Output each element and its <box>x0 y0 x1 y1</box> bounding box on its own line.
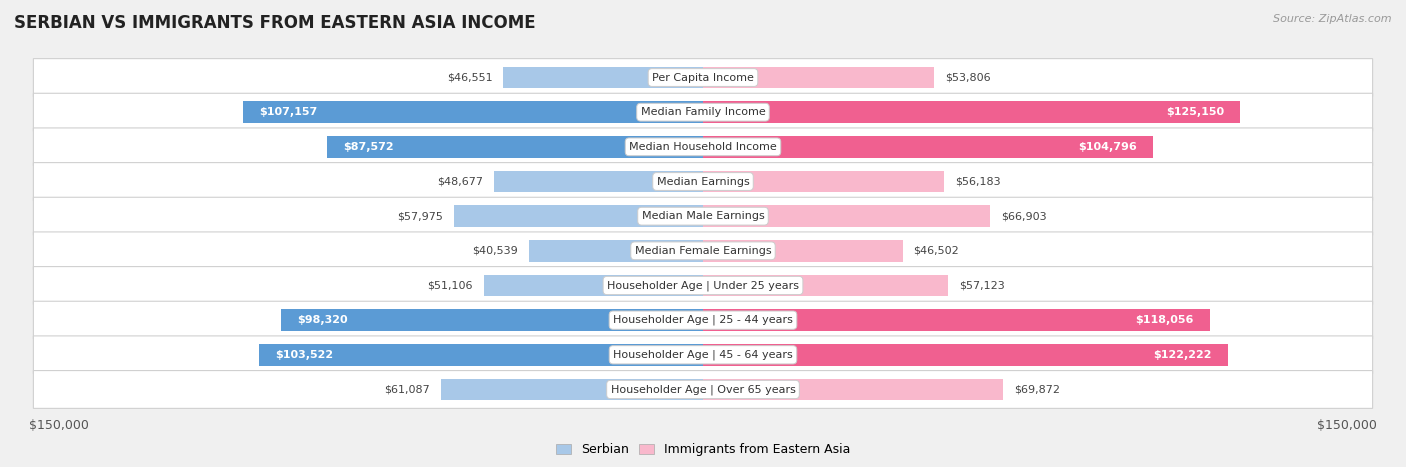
Bar <box>703 240 903 262</box>
Text: Median Male Earnings: Median Male Earnings <box>641 211 765 221</box>
FancyBboxPatch shape <box>34 128 1372 166</box>
Text: $57,975: $57,975 <box>398 211 443 221</box>
Text: $48,677: $48,677 <box>437 177 484 186</box>
Bar <box>503 67 703 88</box>
Bar <box>703 379 1002 400</box>
FancyBboxPatch shape <box>34 197 1372 235</box>
Text: Median Family Income: Median Family Income <box>641 107 765 117</box>
Bar <box>281 310 703 331</box>
Text: Householder Age | 45 - 64 years: Householder Age | 45 - 64 years <box>613 350 793 360</box>
Bar <box>243 101 703 123</box>
Bar <box>703 101 1240 123</box>
Bar <box>703 275 948 296</box>
Text: Median Household Income: Median Household Income <box>628 142 778 152</box>
Text: $56,183: $56,183 <box>955 177 1001 186</box>
Text: $40,539: $40,539 <box>472 246 519 256</box>
Bar <box>529 240 703 262</box>
Text: $107,157: $107,157 <box>259 107 318 117</box>
Text: Householder Age | Over 65 years: Householder Age | Over 65 years <box>610 384 796 395</box>
Bar <box>441 379 703 400</box>
FancyBboxPatch shape <box>34 301 1372 339</box>
Text: $57,123: $57,123 <box>959 281 1005 290</box>
FancyBboxPatch shape <box>34 93 1372 131</box>
Legend: Serbian, Immigrants from Eastern Asia: Serbian, Immigrants from Eastern Asia <box>551 439 855 461</box>
FancyBboxPatch shape <box>34 370 1372 408</box>
Text: $46,551: $46,551 <box>447 72 492 83</box>
Text: $46,502: $46,502 <box>914 246 959 256</box>
Text: $53,806: $53,806 <box>945 72 990 83</box>
Text: $125,150: $125,150 <box>1166 107 1225 117</box>
Text: $104,796: $104,796 <box>1078 142 1136 152</box>
FancyBboxPatch shape <box>34 267 1372 304</box>
Bar <box>703 310 1209 331</box>
FancyBboxPatch shape <box>34 232 1372 270</box>
Bar <box>703 344 1227 366</box>
Text: $66,903: $66,903 <box>1001 211 1046 221</box>
Bar <box>494 171 703 192</box>
Text: $87,572: $87,572 <box>343 142 394 152</box>
Bar <box>703 171 945 192</box>
Text: Householder Age | Under 25 years: Householder Age | Under 25 years <box>607 280 799 291</box>
Text: $103,522: $103,522 <box>274 350 333 360</box>
Bar <box>703 136 1153 157</box>
Text: $118,056: $118,056 <box>1135 315 1194 325</box>
Bar <box>328 136 703 157</box>
Bar <box>454 205 703 227</box>
Text: Per Capita Income: Per Capita Income <box>652 72 754 83</box>
FancyBboxPatch shape <box>34 336 1372 374</box>
Bar <box>703 205 990 227</box>
Text: SERBIAN VS IMMIGRANTS FROM EASTERN ASIA INCOME: SERBIAN VS IMMIGRANTS FROM EASTERN ASIA … <box>14 14 536 32</box>
Text: $51,106: $51,106 <box>427 281 472 290</box>
Bar <box>259 344 703 366</box>
Text: Source: ZipAtlas.com: Source: ZipAtlas.com <box>1274 14 1392 24</box>
Text: Median Earnings: Median Earnings <box>657 177 749 186</box>
Text: Householder Age | 25 - 44 years: Householder Age | 25 - 44 years <box>613 315 793 325</box>
FancyBboxPatch shape <box>34 59 1372 97</box>
Text: $69,872: $69,872 <box>1014 384 1060 395</box>
FancyBboxPatch shape <box>34 163 1372 200</box>
Bar <box>703 67 934 88</box>
Text: $98,320: $98,320 <box>297 315 347 325</box>
Text: $122,222: $122,222 <box>1153 350 1212 360</box>
Text: Median Female Earnings: Median Female Earnings <box>634 246 772 256</box>
Bar <box>484 275 703 296</box>
Text: $61,087: $61,087 <box>384 384 430 395</box>
